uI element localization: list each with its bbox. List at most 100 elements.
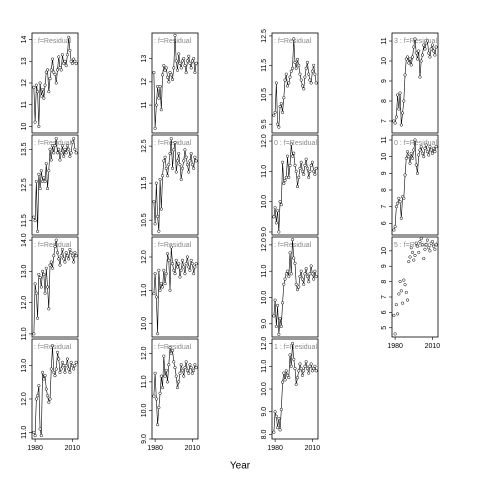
data-line <box>33 345 77 436</box>
y-tick-label: 7 <box>381 205 388 209</box>
data-point <box>182 265 186 269</box>
data-point <box>433 53 437 57</box>
data-point <box>432 146 436 150</box>
data-point <box>44 266 48 270</box>
data-point <box>279 102 283 106</box>
data-point <box>70 61 74 65</box>
data-point <box>398 200 402 204</box>
data-point <box>313 269 317 273</box>
data-line <box>273 239 317 335</box>
panel: 0 : f=Residual 9.0 10.0 11.0 12.0 <box>261 134 319 237</box>
data-point <box>48 397 52 401</box>
data-point <box>407 155 411 159</box>
data-point <box>57 55 61 59</box>
x-tick-label: 2010 <box>425 343 441 350</box>
y-tick-label: 7 <box>381 295 388 299</box>
data-point <box>44 387 48 391</box>
data-point <box>184 262 188 266</box>
data-point <box>423 47 427 51</box>
data-point <box>422 256 426 261</box>
y-tick-label: 6 <box>381 310 388 314</box>
data-point <box>187 265 191 269</box>
y-tick-label: 8 <box>381 188 388 192</box>
panel-label: : f=Residual <box>154 242 192 249</box>
data-point <box>284 175 288 179</box>
data-point <box>154 397 158 401</box>
data-point <box>278 428 282 432</box>
data-point <box>305 274 309 279</box>
data-point <box>194 61 198 65</box>
data-point <box>285 269 290 273</box>
data-line <box>393 139 437 231</box>
data-point <box>272 430 276 434</box>
data-point <box>307 175 311 179</box>
data-point <box>403 73 407 77</box>
data-point <box>189 151 193 156</box>
data-point <box>62 364 66 368</box>
data-point <box>273 110 277 114</box>
y-tick-label: 11 <box>381 136 388 143</box>
data-point <box>45 394 50 398</box>
data-point <box>183 64 187 68</box>
data-point <box>169 73 173 77</box>
y-tick-label: 11 <box>21 101 28 108</box>
data-point <box>192 57 196 61</box>
data-point <box>289 142 293 146</box>
data-point <box>277 332 281 336</box>
data-point <box>37 124 41 129</box>
panel-label: 1 : f=Residual <box>274 344 317 351</box>
data-point <box>55 251 60 255</box>
data-point <box>403 173 407 177</box>
data-line <box>273 144 317 232</box>
data-point <box>417 49 421 53</box>
data-point <box>273 298 277 302</box>
data-point <box>161 386 165 390</box>
data-point <box>193 70 197 75</box>
y-tick-label: 10.0 <box>261 195 268 209</box>
data-point <box>156 332 160 336</box>
data-point <box>274 81 278 85</box>
panel-frame <box>151 338 199 440</box>
y-tick-label: 10.0 <box>261 382 268 396</box>
data-point <box>279 203 283 207</box>
data-point <box>279 324 283 329</box>
x-tick-label: 1980 <box>147 445 163 452</box>
data-point <box>302 172 306 176</box>
data-point <box>162 64 166 68</box>
data-point <box>412 258 416 262</box>
data-point <box>287 175 291 179</box>
y-tick-label: 12.5 <box>141 139 148 153</box>
data-point <box>45 187 50 191</box>
data-point <box>156 214 160 219</box>
data-point <box>413 138 417 142</box>
data-point <box>64 151 68 155</box>
data-point <box>279 407 283 412</box>
data-point <box>430 43 434 47</box>
panel-label: : f=Residual <box>274 38 312 45</box>
data-point <box>67 257 71 261</box>
data-point <box>193 265 197 269</box>
data-point <box>413 253 417 258</box>
data-point <box>33 120 37 124</box>
data-point <box>193 363 197 367</box>
data-point <box>393 225 397 229</box>
data-point <box>309 163 313 167</box>
y-tick-label: 13.5 <box>21 142 28 156</box>
data-point <box>292 151 296 155</box>
data-point <box>402 196 406 200</box>
panel: 3 : f=Residual 7 8 9 10 11 <box>381 32 439 134</box>
data-point <box>47 90 51 94</box>
data-point <box>282 282 286 286</box>
data-point <box>394 115 398 119</box>
data-point <box>53 244 57 248</box>
data-point <box>303 163 307 167</box>
data-point <box>283 178 287 183</box>
data-point <box>418 240 422 244</box>
data-point <box>402 278 406 282</box>
data-point <box>32 332 36 336</box>
data-point <box>183 272 187 276</box>
data-point <box>185 163 189 167</box>
data-point <box>283 378 287 382</box>
data-point <box>294 66 298 70</box>
data-point <box>49 367 53 371</box>
